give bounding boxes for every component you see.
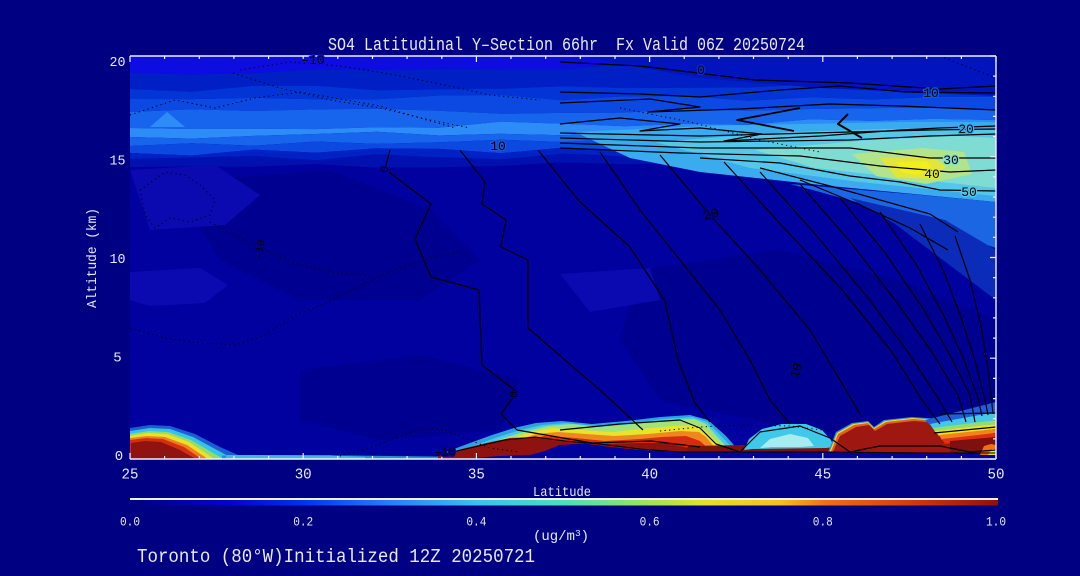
svg-text:SO4 Latitudinal Y–Section 66hr: SO4 Latitudinal Y–Section 66hr Fx Valid … (328, 36, 805, 56)
svg-text:0.2: 0.2 (293, 515, 313, 530)
svg-text:0: 0 (380, 165, 393, 174)
svg-text:0.4: 0.4 (466, 515, 486, 530)
svg-text:0.8: 0.8 (813, 515, 833, 530)
svg-text:0: 0 (509, 390, 522, 399)
svg-text:15: 15 (110, 154, 126, 170)
svg-text:25: 25 (122, 467, 139, 484)
svg-text:10: 10 (110, 252, 126, 268)
svg-text:35: 35 (468, 467, 485, 484)
svg-text:50: 50 (988, 467, 1005, 484)
svg-text:0: 0 (697, 63, 705, 78)
svg-text:30: 30 (943, 153, 959, 168)
svg-text:1.0: 1.0 (986, 515, 1006, 530)
svg-text:0.0: 0.0 (120, 515, 140, 530)
svg-text:Altitude (km): Altitude (km) (85, 208, 101, 308)
svg-text:20: 20 (110, 55, 126, 71)
svg-text:20: 20 (958, 122, 974, 137)
svg-text:–10: –10 (301, 53, 324, 68)
svg-text:(ug/m3): (ug/m3) (533, 528, 589, 545)
svg-text:0.6: 0.6 (640, 515, 660, 530)
svg-text:30: 30 (295, 467, 312, 484)
svg-text:–10: –10 (253, 239, 268, 261)
svg-text:40: 40 (924, 167, 940, 182)
svg-text:45: 45 (814, 467, 831, 484)
svg-text:5: 5 (113, 351, 121, 367)
svg-text:50: 50 (961, 185, 977, 200)
svg-text:0: 0 (115, 449, 123, 465)
svg-text:Latitude: Latitude (533, 485, 591, 501)
svg-text:Toronto (80°W)Initialized 12Z: Toronto (80°W)Initialized 12Z 20250721 (137, 546, 535, 568)
svg-text:10: 10 (787, 361, 806, 380)
svg-text:10: 10 (923, 86, 939, 101)
svg-text:40: 40 (641, 467, 658, 484)
svg-text:–10: –10 (435, 447, 456, 460)
svg-text:20: 20 (702, 205, 721, 224)
svg-text:10: 10 (490, 139, 506, 154)
